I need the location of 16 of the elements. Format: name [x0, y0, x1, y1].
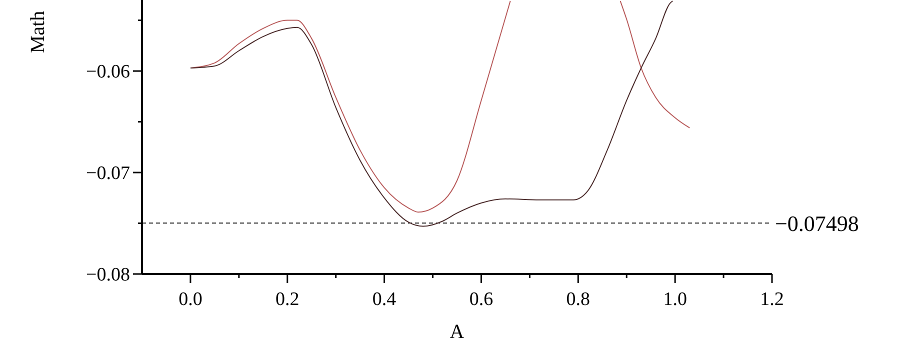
x-tick-label: 1.2 [760, 289, 784, 310]
x-tick-label: 0.2 [276, 289, 300, 310]
x-tick-label: 0.4 [372, 289, 397, 310]
x-tick-label: 0.8 [566, 289, 590, 310]
y-axis-title: Math [27, 10, 49, 54]
x-tick-label: 1.0 [663, 289, 687, 310]
y-tick-label: −0.08 [86, 264, 130, 286]
ref-line-label: −0.07498 [775, 210, 859, 236]
x-axis-title: A [450, 321, 465, 343]
line-series [190, 0, 511, 213]
x-tick-label: 0.0 [178, 289, 202, 310]
x-tick-label: 0.6 [469, 289, 494, 310]
line-series [620, 0, 690, 128]
y-tick-label: −0.07 [86, 163, 130, 184]
line-series [190, 0, 674, 227]
y-tick-label: −0.06 [86, 62, 130, 83]
